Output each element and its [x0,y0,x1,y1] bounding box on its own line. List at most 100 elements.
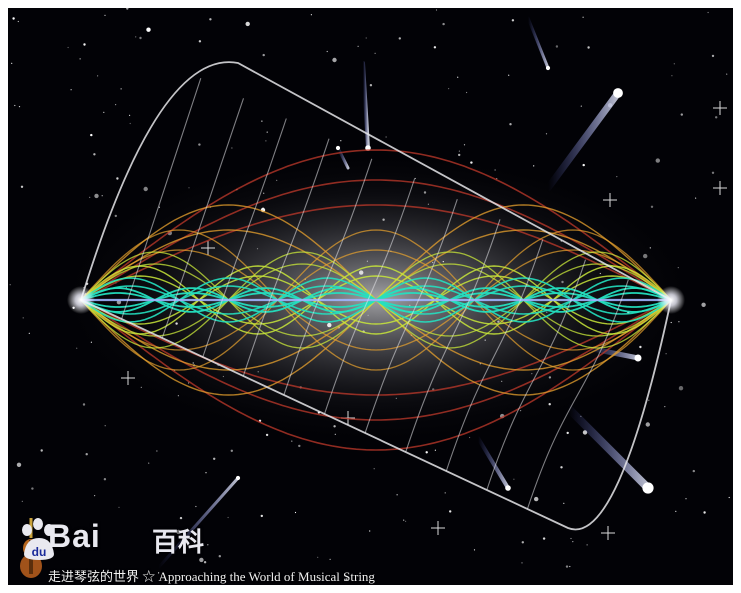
star [260,514,263,518]
star [261,120,263,122]
string-vibration-artwork: Bai du 百科 走进琴弦的世界 ☆ Approaching the Worl… [8,8,733,585]
star [414,177,416,180]
star [366,260,368,262]
star [262,207,264,209]
star [158,572,160,574]
star [586,544,588,546]
star [484,339,486,341]
star [432,261,434,264]
star [16,462,22,467]
star [677,267,679,269]
brand-latin: Bai [48,518,101,554]
star [207,544,209,546]
star [711,54,715,58]
star [158,206,160,208]
star [67,46,69,49]
string-frame-line [242,138,330,377]
brand-du: du [32,545,47,559]
star [695,197,697,199]
wave-mode [80,229,672,371]
star [230,449,233,452]
star [665,353,667,355]
string-frame-line [526,279,629,510]
comet-streak [526,16,550,70]
comet-streak [544,89,622,192]
star [726,73,728,75]
star [473,549,476,551]
star [298,444,301,448]
star [294,511,297,514]
star [115,104,117,106]
star [82,403,86,406]
comet-head [235,475,241,481]
comet-streak [564,404,652,492]
star [195,505,197,508]
sparkle-star [713,101,727,115]
star [715,116,718,119]
sparkle-star [431,521,445,535]
star [569,565,571,568]
star [9,284,11,286]
star [427,203,429,205]
wave-mode [80,265,672,335]
star [12,17,15,20]
star [655,158,660,163]
star [140,386,142,388]
star [565,565,569,568]
comet-streaks [156,16,654,570]
wave-mode [80,249,672,351]
star [533,165,535,167]
star [89,196,91,198]
star [463,144,466,146]
star [334,433,336,435]
string-frame-line [323,178,416,415]
star [114,214,118,218]
star [199,557,204,563]
comet-head [634,354,642,362]
star [179,516,183,520]
star [265,433,269,437]
star [703,511,706,514]
comet-head [505,485,511,491]
star [340,140,342,142]
string-frame-line [283,158,373,396]
star [198,40,202,43]
left-node-light [67,286,95,314]
star [373,468,375,470]
star [231,147,233,149]
star [359,270,364,275]
star [357,45,359,47]
star [497,320,500,323]
star [143,186,148,192]
string-frame-line [486,259,587,491]
string-frame-line [121,78,202,320]
star [175,322,178,325]
star [188,382,190,384]
star [266,131,268,133]
star [94,495,96,497]
star [587,46,590,49]
right-node-light [657,286,685,314]
star [670,321,672,324]
baidu-baike-watermark: Bai du 百科 走进琴弦的世界 ☆ Approaching the Worl… [18,518,538,585]
star [369,530,371,532]
star [398,37,401,40]
star [521,562,523,564]
star [435,9,438,11]
star [70,89,72,91]
star [126,8,129,10]
star [103,111,105,113]
string-frame-line [161,98,245,339]
star [566,431,569,435]
star [329,558,331,561]
star [310,14,312,16]
star [148,462,150,464]
star [425,451,428,454]
star [129,114,131,116]
star [118,506,120,508]
star [561,280,564,284]
star [245,21,250,27]
star [263,192,265,194]
star [545,133,548,135]
star [648,399,650,401]
